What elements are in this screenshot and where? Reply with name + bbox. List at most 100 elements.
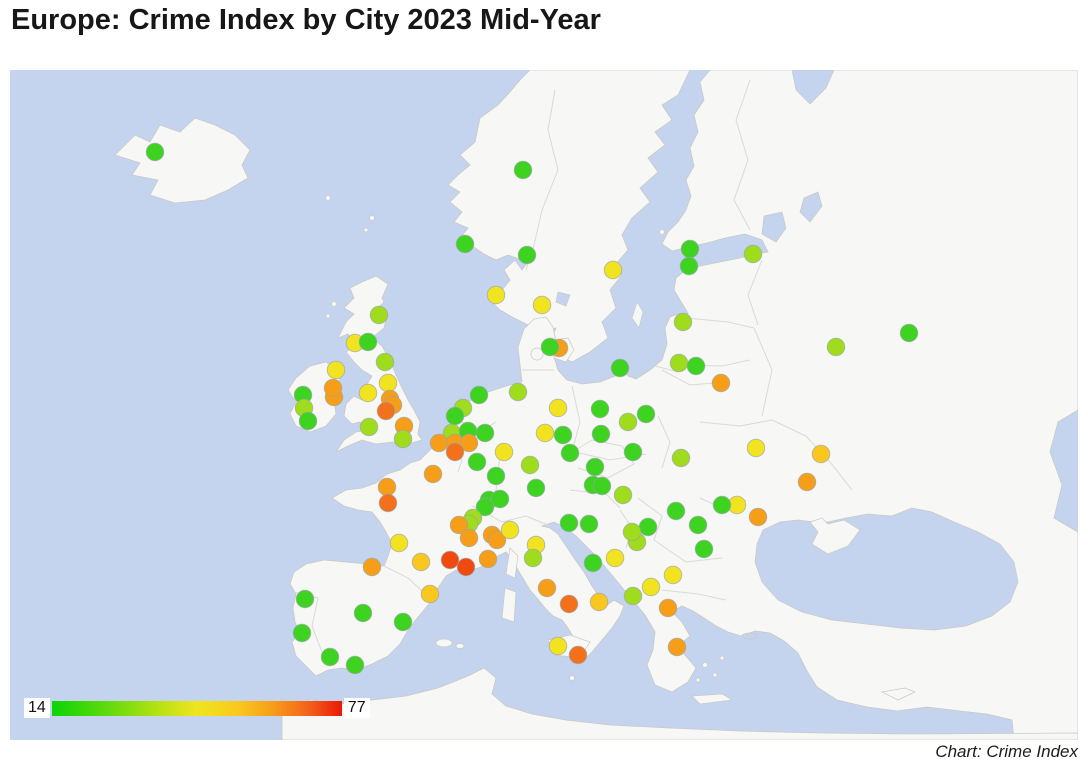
city-dot[interactable] (748, 507, 768, 527)
city-dot[interactable] (589, 592, 609, 612)
city-dot[interactable] (459, 528, 479, 548)
city-dot[interactable] (618, 412, 638, 432)
city-dot[interactable] (494, 442, 514, 462)
city-dot[interactable] (429, 433, 449, 453)
city-dot[interactable] (540, 337, 560, 357)
city-dot[interactable] (526, 478, 546, 498)
city-dot[interactable] (568, 645, 588, 665)
city-dot[interactable] (369, 305, 389, 325)
city-dot[interactable] (666, 501, 686, 521)
city-dot[interactable] (899, 323, 919, 343)
city-dot[interactable] (478, 549, 498, 569)
city-dot[interactable] (323, 378, 343, 398)
city-dot[interactable] (326, 360, 346, 380)
city-dot[interactable] (532, 295, 552, 315)
city-dot[interactable] (487, 530, 507, 550)
city-dot[interactable] (320, 647, 340, 667)
city-dot[interactable] (508, 382, 528, 402)
city-dot[interactable] (376, 401, 396, 421)
city-dot[interactable] (469, 385, 489, 405)
city-dot[interactable] (292, 623, 312, 643)
city-dot[interactable] (622, 522, 642, 542)
city-dot[interactable] (298, 411, 318, 431)
city-dot[interactable] (667, 637, 687, 657)
city-dot[interactable] (513, 160, 533, 180)
city-dot[interactable] (585, 457, 605, 477)
city-dot[interactable] (378, 373, 398, 393)
city-dot[interactable] (459, 433, 479, 453)
city-dot[interactable] (378, 493, 398, 513)
city-dot[interactable] (467, 452, 487, 472)
city-dot[interactable] (641, 577, 661, 597)
city-dot[interactable] (535, 423, 555, 443)
city-dot[interactable] (475, 423, 495, 443)
city-dot[interactable] (743, 244, 763, 264)
city-dot[interactable] (623, 586, 643, 606)
city-dot[interactable] (590, 399, 610, 419)
city-dot[interactable] (583, 553, 603, 573)
city-dot[interactable] (377, 477, 397, 497)
city-dot[interactable] (486, 285, 506, 305)
city-dot[interactable] (393, 429, 413, 449)
city-dot[interactable] (486, 466, 506, 486)
city-dot[interactable] (145, 142, 165, 162)
city-dot[interactable] (359, 417, 379, 437)
city-dot[interactable] (420, 584, 440, 604)
city-dot[interactable] (636, 404, 656, 424)
city-dot[interactable] (746, 438, 766, 458)
city-dot[interactable] (375, 352, 395, 372)
city-dot[interactable] (295, 589, 315, 609)
city-dot[interactable] (345, 655, 365, 675)
city-dot[interactable] (669, 353, 689, 373)
city-dot[interactable] (389, 533, 409, 553)
city-dot[interactable] (679, 256, 699, 276)
city-dot[interactable] (362, 557, 382, 577)
city-dot[interactable] (797, 472, 817, 492)
city-dot[interactable] (456, 557, 476, 577)
city-dot[interactable] (826, 337, 846, 357)
city-dot[interactable] (500, 520, 520, 540)
city-dot[interactable] (673, 312, 693, 332)
city-dot[interactable] (520, 455, 540, 475)
city-dot[interactable] (455, 234, 475, 254)
city-dot[interactable] (671, 448, 691, 468)
city-dot[interactable] (358, 332, 378, 352)
city-dot[interactable] (638, 517, 658, 537)
city-dot[interactable] (610, 358, 630, 378)
city-dot[interactable] (537, 578, 557, 598)
city-dot[interactable] (393, 612, 413, 632)
city-dot[interactable] (605, 548, 625, 568)
city-dot[interactable] (686, 356, 706, 376)
city-dot[interactable] (445, 442, 465, 462)
city-dot[interactable] (603, 260, 623, 280)
city-dot[interactable] (711, 373, 731, 393)
city-dot[interactable] (623, 442, 643, 462)
city-dot[interactable] (353, 603, 373, 623)
city-dot[interactable] (523, 548, 543, 568)
city-dot[interactable] (694, 539, 714, 559)
city-dot[interactable] (548, 636, 568, 656)
city-dot[interactable] (591, 424, 611, 444)
city-dot[interactable] (663, 565, 683, 585)
city-dot[interactable] (490, 489, 510, 509)
city-dot[interactable] (613, 485, 633, 505)
city-dot[interactable] (811, 444, 831, 464)
city-dot[interactable] (680, 239, 700, 259)
city-dot[interactable] (423, 464, 443, 484)
city-dot[interactable] (358, 383, 378, 403)
city-dot[interactable] (553, 425, 573, 445)
city-dot[interactable] (517, 245, 537, 265)
city-dot[interactable] (712, 495, 732, 515)
city-dot[interactable] (548, 398, 568, 418)
city-dot[interactable] (449, 515, 469, 535)
city-dot[interactable] (579, 514, 599, 534)
city-dot[interactable] (411, 552, 431, 572)
city-dot[interactable] (475, 497, 495, 517)
city-dot[interactable] (559, 513, 579, 533)
city-dot[interactable] (440, 550, 460, 570)
city-dot[interactable] (688, 515, 708, 535)
city-dot[interactable] (592, 476, 612, 496)
city-dot[interactable] (658, 598, 678, 618)
city-dot[interactable] (559, 594, 579, 614)
city-dot[interactable] (445, 406, 465, 426)
